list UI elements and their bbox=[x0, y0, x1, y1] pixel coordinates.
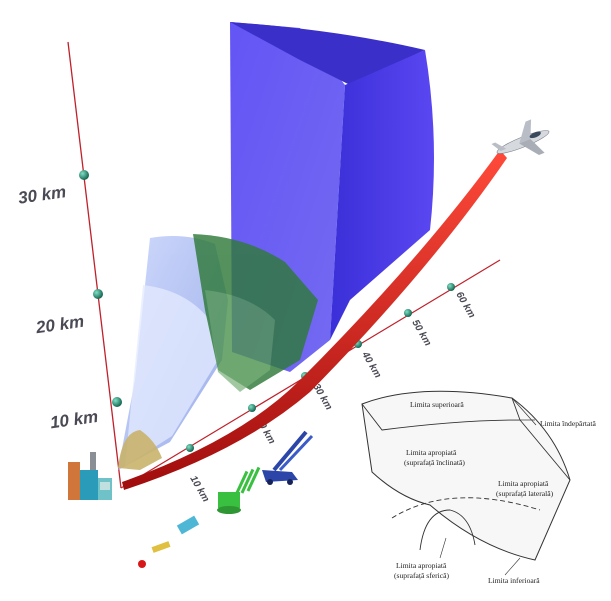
inset-label-remote: Limita îndepărtată bbox=[540, 419, 597, 428]
altitude-marker-10 bbox=[112, 397, 122, 407]
anti-aircraft-gun-icon bbox=[217, 466, 261, 514]
very-short-range-zone bbox=[118, 430, 162, 470]
inset-dashed-curve bbox=[391, 497, 541, 519]
range-label-10: 10 km bbox=[187, 474, 211, 504]
inset-label-near-spherical-2: (suprafață sferică) bbox=[394, 571, 449, 580]
range-label-40: 40 km bbox=[359, 349, 383, 380]
manpads-icon bbox=[138, 515, 200, 568]
altitude-marker-30 bbox=[79, 170, 89, 180]
altitude-label-20: 20 km bbox=[34, 312, 85, 338]
range-marker-10 bbox=[186, 444, 194, 452]
inset-label-near-spherical-1: Limita apropiată bbox=[396, 561, 447, 570]
long-range-zone-front bbox=[330, 50, 434, 340]
inset-inner-arc bbox=[419, 509, 476, 551]
range-label-50: 50 km bbox=[409, 318, 433, 348]
inset-label-near-inclined-2: (suprafață înclinată) bbox=[404, 458, 465, 467]
range-marker-60 bbox=[447, 283, 455, 291]
inset-label-lower: Limita inferioară bbox=[488, 576, 540, 585]
medium-range-zone-face bbox=[125, 285, 218, 466]
altitude-marker-20 bbox=[93, 289, 103, 299]
short-range-zone-face bbox=[205, 290, 275, 392]
altitude-label-30: 30 km bbox=[17, 182, 67, 208]
jet-aircraft-icon bbox=[491, 119, 550, 155]
inset-label-near-lateral-2: (suprafață laterală) bbox=[496, 489, 554, 498]
inset-top-edge bbox=[361, 397, 521, 431]
range-marker-20 bbox=[248, 404, 256, 412]
inset-right-edge bbox=[519, 419, 571, 481]
long-range-zone-top bbox=[230, 22, 425, 85]
inset-label-near-inclined-1: Limita apropiată bbox=[406, 448, 457, 457]
range-marker-50 bbox=[404, 309, 412, 317]
inset-label-near-lateral-1: Limita apropiată bbox=[498, 479, 549, 488]
altitude-label-10: 10 km bbox=[49, 407, 99, 433]
short-range-zone bbox=[193, 234, 318, 392]
inset-label-upper: Limita superioară bbox=[410, 400, 464, 409]
radar-building-icon bbox=[68, 452, 112, 500]
zone-boundaries-inset: Limita superioară Limita îndepărtată Lim… bbox=[340, 378, 610, 590]
medium-range-zone bbox=[118, 236, 228, 470]
altitude-axis: 10 km 20 km 30 km bbox=[17, 41, 122, 489]
altitude-axis-line bbox=[67, 41, 122, 489]
range-label-60: 60 km bbox=[453, 290, 477, 320]
missile-launcher-icon bbox=[262, 430, 314, 485]
